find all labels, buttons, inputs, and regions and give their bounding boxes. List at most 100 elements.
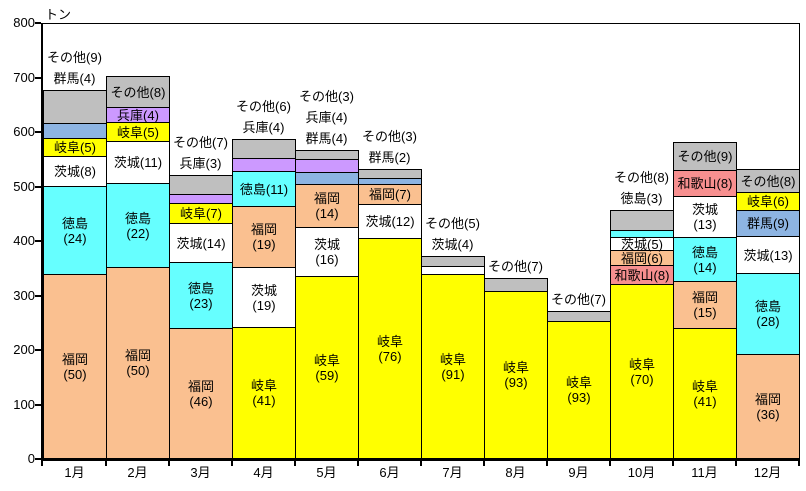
- y-tick-label: 500: [13, 178, 35, 194]
- x-tick-mark: [483, 459, 485, 466]
- x-axis-label: 6月: [379, 465, 400, 480]
- segment-label: 岐阜(5): [54, 140, 96, 155]
- bar-segment-福岡: 福岡(6): [610, 250, 674, 266]
- outside-segment-label: 茨城(4): [431, 237, 474, 252]
- x-tick-mark: [546, 459, 548, 466]
- outside-segment-label: 徳島(3): [620, 191, 663, 206]
- bar-segment-福岡: 福岡 (14): [295, 184, 359, 228]
- segment-label: 徳島 (23): [187, 280, 214, 311]
- bar-segment-岐阜: 岐阜(7): [169, 203, 233, 224]
- outside-segment-label: 群馬(4): [305, 131, 348, 146]
- bar-segment-茨城: 茨城 (13): [673, 196, 737, 238]
- y-tick-mark: [35, 22, 41, 24]
- outside-segment-label: 兵庫(4): [242, 120, 285, 135]
- x-axis-label: 11月: [691, 465, 718, 480]
- bar-segment-兵庫: [232, 158, 296, 172]
- outside-segment-label: その他(5): [425, 216, 480, 231]
- y-axis-unit-label: トン: [45, 7, 72, 22]
- x-axis-label: 2月: [127, 465, 148, 480]
- segment-label: 福岡 (50): [61, 351, 88, 382]
- x-tick-mark: [357, 459, 359, 466]
- segment-label: 岐阜 (93): [502, 360, 529, 390]
- segment-label: 和歌山(8): [614, 267, 670, 283]
- y-tick-mark: [35, 294, 41, 297]
- y-axis-line: [41, 23, 43, 461]
- segment-label: 茨城(5): [621, 236, 663, 252]
- plot-border-top: [43, 23, 800, 24]
- y-tick-mark: [35, 458, 41, 460]
- segment-label: その他(9): [677, 149, 733, 164]
- bar-segment-福岡: 福岡(7): [358, 184, 422, 205]
- bar-segment-徳島: 徳島 (24): [43, 186, 107, 275]
- segment-label: 岐阜 (59): [313, 352, 340, 383]
- segment-label: 茨城 (13): [691, 202, 718, 232]
- outside-segment-label: その他(6): [236, 99, 291, 114]
- x-axis-label: 1月: [64, 465, 85, 480]
- y-tick-label: 100: [13, 396, 35, 412]
- outside-segment-label: その他(3): [299, 89, 354, 104]
- y-tick-label: 300: [13, 287, 35, 303]
- segment-label: 福岡 (46): [187, 378, 214, 409]
- segment-label: 群馬(9): [747, 216, 789, 231]
- bar-segment-その他: [169, 175, 233, 195]
- bar-segment-茨城: 茨城(14): [169, 223, 233, 263]
- x-tick-mark: [41, 459, 43, 466]
- x-tick-mark: [609, 459, 611, 466]
- y-tick-label: 0: [27, 451, 35, 466]
- segment-label: 福岡 (36): [754, 391, 781, 422]
- y-tick-label: 400: [13, 233, 35, 248]
- bar-segment-茨城: 茨城 (16): [295, 227, 359, 277]
- segment-label: 徳島 (14): [691, 244, 718, 275]
- x-axis-label: 10月: [627, 465, 656, 480]
- segment-label: 茨城(13): [743, 247, 793, 263]
- bar-segment-徳島: 徳島 (22): [106, 183, 170, 268]
- outside-segment-label: その他(7): [551, 292, 606, 307]
- bar-segment-その他: [421, 256, 485, 267]
- bar-segment-岐阜: 岐阜(6): [736, 192, 800, 211]
- bar-segment-その他: [232, 139, 296, 159]
- bar-segment-その他: [547, 311, 611, 322]
- segment-label: 徳島 (28): [754, 299, 781, 329]
- x-tick-mark: [735, 459, 737, 466]
- bar-segment-その他: [358, 169, 422, 179]
- x-tick-mark: [672, 459, 674, 466]
- segment-label: 茨城(8): [54, 164, 96, 179]
- segment-label: 岐阜(6): [747, 194, 789, 209]
- bar-segment-群馬: [295, 172, 359, 185]
- x-axis-label: 4月: [253, 465, 274, 480]
- bar-segment-茨城: 茨城 (19): [232, 267, 296, 328]
- segment-label: 福岡(6): [621, 250, 663, 266]
- bar-segment-福岡: 福岡 (50): [43, 274, 107, 459]
- x-tick-mark: [168, 459, 170, 466]
- segment-label: 岐阜 (70): [628, 356, 655, 387]
- bar-segment-岐阜: 岐阜 (41): [232, 327, 296, 459]
- outside-segment-label: その他(7): [488, 259, 543, 274]
- outside-segment-label: その他(8): [614, 170, 669, 185]
- bar-segment-福岡: 福岡 (15): [673, 281, 737, 329]
- x-axis-label: 9月: [568, 465, 589, 480]
- x-tick-mark: [294, 459, 296, 466]
- segment-label: 福岡 (19): [250, 222, 277, 252]
- bar-segment-その他: その他(9): [673, 142, 737, 171]
- bar-segment-その他: その他(8): [106, 76, 170, 108]
- bar-segment-岐阜: 岐阜 (70): [610, 284, 674, 459]
- bar-segment-岐阜: 岐阜(5): [43, 138, 107, 157]
- plot-area: 福岡 (50) 徳島 (24) 茨城(8) 岐阜(5) その他(9) 群馬(4) 福岡 (5…: [43, 23, 800, 459]
- outside-segment-label: 兵庫(3): [179, 156, 222, 171]
- y-tick-mark: [35, 185, 41, 188]
- bar-segment-茨城: 茨城(13): [736, 236, 800, 274]
- bar-segment-岐阜: 岐阜 (93): [484, 291, 548, 459]
- bar-segment-その他: [484, 278, 548, 292]
- bar-segment-徳島: [610, 230, 674, 238]
- segment-label: その他(8): [110, 84, 166, 100]
- outside-segment-label: 群馬(4): [53, 71, 96, 86]
- bar-segment-その他: [610, 210, 674, 231]
- x-axis-label: 7月: [442, 465, 463, 480]
- segment-label: 和歌山(8): [677, 176, 733, 191]
- y-tick-mark: [35, 131, 41, 133]
- bar-segment-その他: [43, 90, 107, 124]
- segment-label: 岐阜 (91): [439, 351, 466, 382]
- bar-segment-岐阜: 岐阜 (76): [358, 238, 422, 459]
- bar-segment-福岡: 福岡 (46): [169, 328, 233, 459]
- bar-segment-その他: その他(8): [736, 169, 800, 193]
